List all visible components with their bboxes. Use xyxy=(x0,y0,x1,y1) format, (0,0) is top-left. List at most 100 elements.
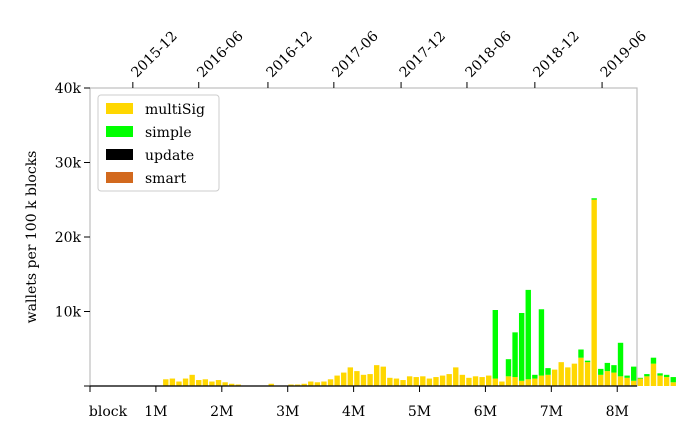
top-tick-label-0: 2015-12 xyxy=(128,28,180,80)
bar-simple-79 xyxy=(611,365,617,373)
top-tick-label-5: 2018-06 xyxy=(462,28,515,81)
legend-swatch-smart xyxy=(106,172,133,183)
x-tick-label-8: 8M xyxy=(606,404,629,420)
y-tick-label-2: 20k xyxy=(55,230,82,246)
bar-multiSig-87 xyxy=(663,377,670,386)
axes-layer: 10k 20k 30k 40k block 1M 2M 3M 4M 5M 6M 7M 8M 2015-12… xyxy=(24,28,650,420)
bar-simple-78 xyxy=(604,362,611,372)
top-tick-label-2: 2016-12 xyxy=(263,28,315,80)
bar-multiSig-46 xyxy=(393,378,400,386)
legend-label-update: update xyxy=(145,148,194,164)
x-tick-label-3: 3M xyxy=(276,404,299,420)
bar-multiSig-65 xyxy=(518,380,525,386)
bar-simple-87 xyxy=(663,374,670,378)
bar-multiSig-86 xyxy=(657,375,663,386)
bar-multiSig-85 xyxy=(650,363,657,386)
x-tick-label-0: block xyxy=(89,404,128,420)
bar-simple-74 xyxy=(578,349,584,358)
bar-simple-75 xyxy=(584,360,591,363)
bar-multiSig-71 xyxy=(558,362,564,386)
legend-swatch-update xyxy=(106,149,133,160)
y-tick-label-1: 10k xyxy=(55,305,82,321)
bar-multiSig-42 xyxy=(367,374,373,386)
bar-simple-66 xyxy=(525,289,531,380)
bar-multiSig-53 xyxy=(439,375,446,386)
bar-multiSig-38 xyxy=(341,372,347,386)
bar-multiSig-31 xyxy=(294,384,301,386)
bar-multiSig-73 xyxy=(571,363,578,386)
bar-multiSig-77 xyxy=(598,374,604,386)
bar-multiSig-30 xyxy=(288,384,294,386)
y-tick-label-4: 40k xyxy=(55,81,82,97)
bar-multiSig-55 xyxy=(453,367,459,387)
bar-simple-67 xyxy=(532,374,538,379)
legend-swatch-simple xyxy=(106,126,133,137)
bar-multiSig-74 xyxy=(578,357,584,386)
bar-multiSig-54 xyxy=(446,374,452,386)
legend-swatch-multiSig xyxy=(106,103,133,114)
bar-multiSig-17 xyxy=(202,379,209,386)
bar-simple-88 xyxy=(670,377,676,383)
bar-simple-86 xyxy=(657,373,663,376)
top-tick-label-3: 2017-06 xyxy=(329,28,382,81)
bar-multiSig-44 xyxy=(380,366,386,386)
bar-multiSig-59 xyxy=(479,377,485,386)
bar-multiSig-52 xyxy=(433,377,439,386)
bar-multiSig-41 xyxy=(360,374,367,386)
bar-simple-83 xyxy=(637,377,643,379)
bar-multiSig-12 xyxy=(169,378,176,386)
bar-multiSig-11 xyxy=(163,379,169,386)
bar-multiSig-50 xyxy=(420,376,426,386)
bar-multiSig-62 xyxy=(499,381,505,386)
bar-multiSig-66 xyxy=(525,379,531,386)
bar-multiSig-33 xyxy=(308,381,314,386)
bar-simple-84 xyxy=(644,374,650,377)
bar-multiSig-15 xyxy=(189,374,195,386)
bar-simple-63 xyxy=(505,359,512,377)
bar-multiSig-67 xyxy=(532,378,538,386)
bar-multiSig-69 xyxy=(545,374,551,386)
bar-multiSig-76 xyxy=(591,199,597,386)
bar-multiSig-18 xyxy=(209,381,215,386)
bar-multiSig-37 xyxy=(334,375,340,386)
bar-multiSig-51 xyxy=(426,378,433,386)
bar-multiSig-84 xyxy=(644,376,650,386)
bar-multiSig-64 xyxy=(512,377,518,386)
bar-simple-61 xyxy=(492,310,498,379)
bar-multiSig-45 xyxy=(387,377,393,386)
bar-multiSig-72 xyxy=(565,367,571,387)
legend-label-simple: simple xyxy=(145,125,192,141)
bar-multiSig-34 xyxy=(314,382,321,386)
bar-multiSig-40 xyxy=(354,371,360,386)
bar-simple-77 xyxy=(598,368,604,375)
bar-multiSig-56 xyxy=(459,374,466,386)
bar-simple-76 xyxy=(591,198,597,200)
bar-multiSig-49 xyxy=(413,377,419,386)
bar-multiSig-36 xyxy=(327,379,334,386)
bar-multiSig-43 xyxy=(373,365,380,386)
legend-label-smart: smart xyxy=(145,171,186,187)
bar-multiSig-63 xyxy=(505,376,512,386)
bar-multiSig-47 xyxy=(400,380,406,386)
bar-multiSig-80 xyxy=(617,376,624,386)
legend-box xyxy=(97,94,220,192)
bar-multiSig-75 xyxy=(584,362,591,386)
x-tick-label-5: 5M xyxy=(408,404,431,420)
bar-simple-82 xyxy=(631,366,637,381)
bar-multiSig-48 xyxy=(406,376,413,386)
bars-layer xyxy=(163,198,676,387)
y-axis-label: wallets per 100 k blocks xyxy=(24,151,40,324)
top-tick-label-7: 2019-06 xyxy=(598,28,651,81)
top-tick-label-4: 2017-12 xyxy=(397,28,449,80)
bar-simple-68 xyxy=(538,309,545,376)
bar-simple-64 xyxy=(512,332,518,378)
legend: multiSig simple update smart xyxy=(97,94,220,192)
bar-multiSig-70 xyxy=(551,369,558,386)
bar-multiSig-68 xyxy=(538,375,545,386)
bar-multiSig-14 xyxy=(182,378,189,386)
bar-multiSig-21 xyxy=(229,383,235,386)
bar-multiSig-83 xyxy=(637,378,643,386)
bar-simple-69 xyxy=(545,368,551,375)
